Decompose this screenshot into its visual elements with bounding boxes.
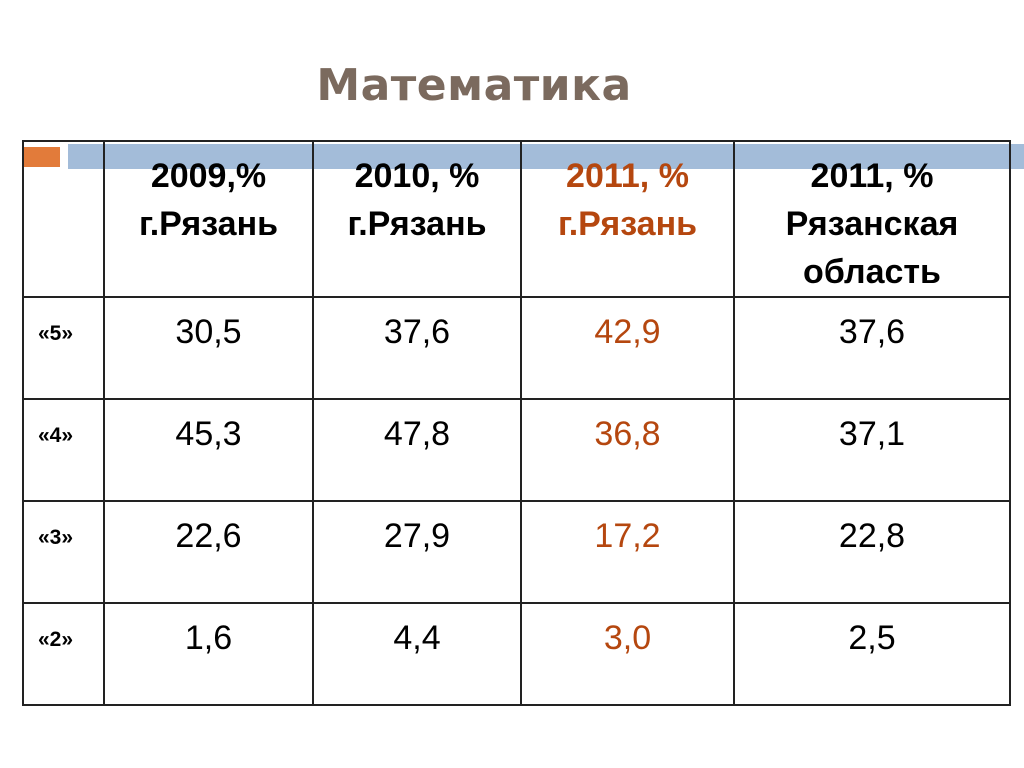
table-row: «3» 22,6 27,9 17,2 22,8 (22, 500, 1011, 604)
table-cell: 30,5 (103, 296, 314, 400)
table-row: «4» 45,3 47,8 36,8 37,1 (22, 398, 1011, 502)
table-cell: 37,6 (733, 296, 1011, 400)
table-row: «5» 30,5 37,6 42,9 37,6 (22, 296, 1011, 400)
row-label: «2» (22, 602, 105, 706)
results-table: 2009,% г.Рязань 2010, % г.Рязань 2011, % г… (22, 140, 1011, 706)
header-cell: 2009,% г.Рязань (103, 140, 314, 298)
row-label: «3» (22, 500, 105, 604)
table-cell: 45,3 (103, 398, 314, 502)
table-row: «2» 1,6 4,4 3,0 2,5 (22, 602, 1011, 706)
table-cell: 22,8 (733, 500, 1011, 604)
table-cell: 37,1 (733, 398, 1011, 502)
table-cell: 36,8 (520, 398, 735, 502)
table-cell: 1,6 (103, 602, 314, 706)
table-cell: 4,4 (312, 602, 522, 706)
table-cell: 22,6 (103, 500, 314, 604)
table-cell: 37,6 (312, 296, 522, 400)
corner-cell (22, 140, 105, 298)
table-cell: 27,9 (312, 500, 522, 604)
header-row: 2009,% г.Рязань 2010, % г.Рязань 2011, % г… (22, 140, 1011, 298)
row-label: «4» (22, 398, 105, 502)
row-label: «5» (22, 296, 105, 400)
table-cell: 42,9 (520, 296, 735, 400)
table-cell: 3,0 (520, 602, 735, 706)
header-cell: 2011, % г.Рязань (520, 140, 735, 298)
header-cell: 2011, % Рязанская область (733, 140, 1011, 298)
table-cell: 17,2 (520, 500, 735, 604)
table-cell: 47,8 (312, 398, 522, 502)
table-cell: 2,5 (733, 602, 1011, 706)
slide-title: Математика (316, 60, 632, 111)
header-cell: 2010, % г.Рязань (312, 140, 522, 298)
